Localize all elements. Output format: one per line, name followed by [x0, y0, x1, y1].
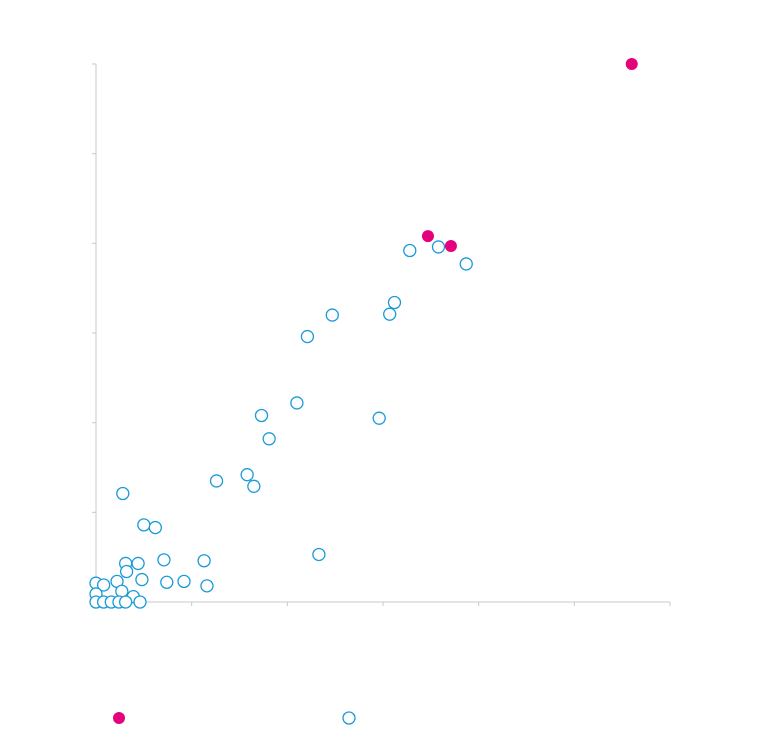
data-point [200, 579, 214, 593]
data-point [247, 479, 261, 493]
data-point [290, 396, 304, 410]
data-point [625, 58, 638, 70]
data-point [300, 329, 315, 344]
data-point [119, 595, 133, 609]
chart-axes [92, 63, 671, 606]
data-point [312, 547, 326, 562]
data-point [209, 474, 224, 488]
data-point [148, 520, 162, 535]
data-point [254, 408, 269, 423]
data-point [444, 240, 457, 253]
data-point [133, 595, 147, 609]
data-point [459, 257, 473, 271]
data-point [116, 486, 130, 501]
legend-marker [113, 712, 125, 724]
data-point [240, 468, 254, 482]
data-point [119, 564, 134, 579]
data-point [137, 518, 151, 532]
data-point [387, 295, 402, 310]
data-point [431, 240, 446, 254]
data-point [177, 574, 191, 589]
data-point [197, 554, 211, 568]
data-point [262, 432, 276, 446]
data-point [403, 243, 417, 258]
data-point [421, 230, 434, 243]
chart-legend [113, 711, 356, 725]
legend-marker [342, 711, 356, 725]
data-point [325, 308, 339, 322]
chart-points [89, 58, 638, 609]
data-point [383, 307, 397, 321]
data-point [135, 572, 149, 587]
data-point [131, 556, 145, 571]
data-point [372, 411, 386, 425]
data-point [157, 553, 171, 567]
data-point [97, 578, 111, 592]
data-point [160, 575, 174, 589]
